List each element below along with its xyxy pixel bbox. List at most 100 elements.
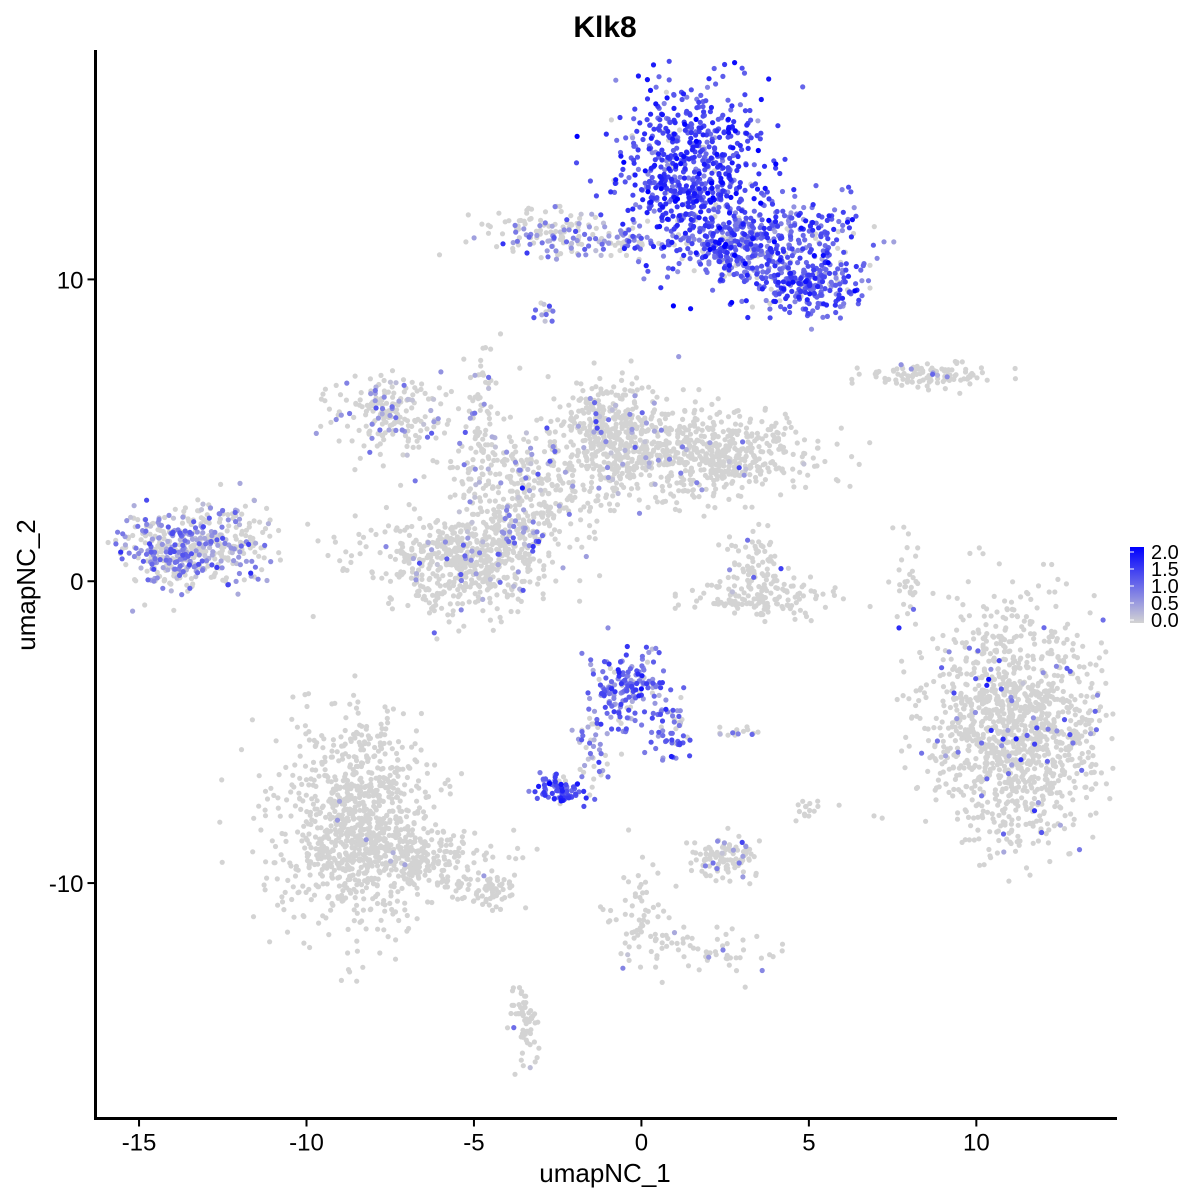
cell-point <box>598 386 604 392</box>
cell-point <box>347 701 353 707</box>
cell-point <box>1093 810 1099 816</box>
cell-point <box>905 611 911 617</box>
cell-point <box>494 244 500 250</box>
cell-point <box>1074 770 1080 777</box>
cell-point <box>925 768 931 775</box>
cell-point <box>1049 561 1055 568</box>
cell-point <box>788 583 794 589</box>
cell-point <box>744 724 750 730</box>
cell-point <box>411 821 417 827</box>
cell-point <box>575 447 581 453</box>
cell-point <box>685 427 692 433</box>
cell-point <box>894 614 900 620</box>
cell-point <box>1018 735 1024 741</box>
cell-point <box>1045 650 1051 656</box>
cell-point <box>290 884 296 890</box>
cell-point <box>664 449 670 455</box>
cell-point <box>1015 815 1022 822</box>
cell-point <box>971 719 977 725</box>
cell-point <box>353 705 360 711</box>
cell-point <box>576 458 582 464</box>
cell-point <box>418 710 424 717</box>
cell-point <box>506 434 513 440</box>
cell-point <box>963 366 969 372</box>
cell-point <box>359 723 365 729</box>
cell-point <box>401 569 407 576</box>
cell-point <box>646 384 652 390</box>
cell-point <box>999 635 1006 641</box>
cell-point <box>702 472 709 479</box>
cell-point <box>302 723 308 729</box>
cell-point <box>1031 795 1037 802</box>
cell-point <box>771 438 777 444</box>
cell-point <box>367 907 373 913</box>
cell-point <box>587 523 593 529</box>
cell-point <box>409 523 415 530</box>
cell-point <box>354 938 360 944</box>
cell-point <box>792 616 798 622</box>
cell-point <box>340 888 346 894</box>
cell-point <box>972 783 978 789</box>
cell-point <box>531 478 538 484</box>
cell-point <box>341 801 347 807</box>
cell-point <box>549 483 556 489</box>
cell-point <box>909 715 915 721</box>
cell-point <box>791 575 797 581</box>
cell-point <box>394 750 400 757</box>
cell-point <box>322 767 328 773</box>
cell-point <box>1009 606 1015 613</box>
cell-point <box>637 437 643 443</box>
cell-point <box>923 694 929 701</box>
cell-point <box>1103 680 1109 686</box>
cell-point <box>578 381 584 387</box>
cell-point <box>711 482 717 488</box>
cell-point <box>993 623 999 629</box>
cell-point <box>218 481 224 487</box>
cell-point <box>434 594 440 600</box>
cell-point <box>421 524 427 531</box>
cell-point <box>717 579 723 585</box>
cell-point <box>618 720 624 726</box>
cell-point <box>308 897 314 903</box>
cell-point <box>645 427 651 433</box>
cell-point <box>965 579 971 585</box>
cell-point <box>352 735 358 741</box>
cell-point <box>530 469 537 475</box>
cell-point <box>396 917 402 924</box>
cell-point <box>499 504 505 510</box>
cell-point <box>463 424 469 430</box>
cell-point <box>1008 599 1015 605</box>
cell-point <box>782 425 788 431</box>
cell-point <box>361 792 367 799</box>
cell-point <box>726 471 732 477</box>
cell-point <box>581 487 587 493</box>
cell-point <box>252 549 258 555</box>
cell-point <box>634 481 640 487</box>
cell-point <box>627 388 633 394</box>
cell-point <box>276 527 282 534</box>
cell-point <box>958 377 964 383</box>
cell-point <box>996 837 1002 844</box>
cell-point <box>981 862 987 868</box>
cell-point <box>538 255 544 261</box>
cell-point <box>329 701 335 707</box>
cell-point <box>352 673 358 679</box>
cell-point <box>636 497 642 503</box>
cell-point <box>664 396 670 402</box>
cell-point <box>629 381 635 387</box>
cell-point <box>634 375 640 381</box>
cell-point <box>290 772 296 778</box>
cell-point <box>540 591 546 597</box>
cell-point <box>540 566 547 573</box>
cell-point <box>406 532 412 539</box>
cell-point <box>357 455 363 461</box>
cell-point <box>756 456 762 462</box>
cell-point <box>555 541 561 547</box>
cell-point <box>405 602 411 609</box>
cell-point <box>989 811 995 817</box>
cell-point <box>746 478 752 485</box>
cell-point <box>601 459 607 465</box>
cell-point <box>336 835 342 841</box>
cell-point <box>735 493 742 499</box>
cell-point <box>550 515 557 521</box>
